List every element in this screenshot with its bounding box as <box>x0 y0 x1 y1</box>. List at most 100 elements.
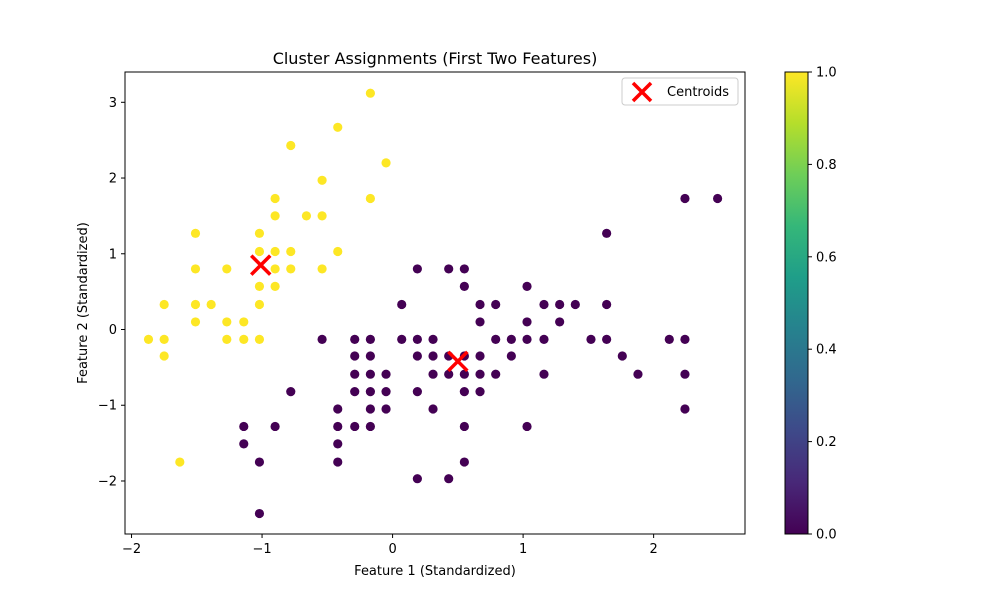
data-point-cluster-1 <box>222 317 232 327</box>
data-point-cluster-0 <box>602 299 612 310</box>
data-point-cluster-0 <box>539 334 549 344</box>
data-point-cluster-1 <box>317 211 327 221</box>
data-point-cluster-0 <box>365 334 375 344</box>
points-layer <box>143 88 723 519</box>
data-point-cluster-0 <box>680 369 690 379</box>
data-point-cluster-0 <box>491 369 501 379</box>
data-point-cluster-0 <box>365 421 375 432</box>
data-point-cluster-0 <box>459 281 469 291</box>
colorbar-tick-label: 0.6 <box>816 250 837 265</box>
data-point-cluster-1 <box>301 211 312 221</box>
x-axis-ticks: −2 −1 0 1 2 <box>122 534 658 557</box>
data-point-cluster-0 <box>412 387 422 397</box>
data-point-cluster-0 <box>350 387 360 397</box>
data-point-cluster-1 <box>239 334 249 344</box>
data-point-cluster-0 <box>333 439 343 449</box>
data-point-cluster-0 <box>444 474 454 484</box>
data-point-cluster-0 <box>522 421 532 432</box>
data-point-cluster-0 <box>522 334 532 344</box>
y-tick-label: −2 <box>98 474 117 489</box>
data-point-cluster-0 <box>350 351 360 361</box>
data-point-cluster-0 <box>664 334 674 344</box>
data-point-cluster-1 <box>254 334 265 344</box>
data-point-cluster-1 <box>254 299 265 310</box>
data-point-cluster-0 <box>317 334 327 344</box>
data-point-cluster-0 <box>412 264 422 274</box>
data-point-cluster-0 <box>365 351 375 361</box>
data-point-cluster-1 <box>365 193 375 204</box>
data-point-cluster-0 <box>570 299 580 310</box>
data-point-cluster-0 <box>412 351 422 361</box>
colorbar-gradient <box>784 71 809 535</box>
data-point-cluster-1 <box>286 246 296 257</box>
data-point-cluster-0 <box>254 457 265 467</box>
data-point-cluster-0 <box>444 369 454 379</box>
data-point-cluster-0 <box>680 404 690 414</box>
data-point-cluster-1 <box>381 158 391 168</box>
y-tick-label: −1 <box>98 399 117 414</box>
data-point-cluster-0 <box>522 317 532 327</box>
data-point-cluster-0 <box>333 404 343 414</box>
plot-area <box>124 71 746 535</box>
y-tick-label: 0 <box>109 323 117 338</box>
data-point-cluster-0 <box>539 369 549 379</box>
data-point-cluster-1 <box>143 334 154 344</box>
data-point-cluster-0 <box>381 387 391 397</box>
data-point-cluster-1 <box>270 246 280 257</box>
data-point-cluster-1 <box>159 334 169 344</box>
centroids-layer <box>250 254 469 373</box>
centroid-marker <box>447 350 469 373</box>
colorbar: 0.0 0.2 0.4 0.6 0.8 1.0 <box>784 66 837 543</box>
data-point-cluster-0 <box>365 369 375 379</box>
data-point-cluster-0 <box>712 193 723 204</box>
y-axis-ticks: −2 −1 0 1 2 3 <box>98 96 125 489</box>
data-point-cluster-0 <box>602 334 612 344</box>
data-point-cluster-0 <box>475 369 485 379</box>
data-point-cluster-0 <box>617 351 627 361</box>
data-point-cluster-0 <box>333 457 343 467</box>
data-point-cluster-0 <box>459 457 469 467</box>
data-point-cluster-0 <box>239 439 249 449</box>
data-point-cluster-0 <box>333 421 343 432</box>
data-point-cluster-1 <box>206 299 216 310</box>
data-point-cluster-0 <box>397 334 407 344</box>
data-point-cluster-0 <box>412 474 422 484</box>
data-point-cluster-0 <box>350 421 360 432</box>
data-point-cluster-0 <box>459 264 469 274</box>
centroid-marker <box>250 254 272 276</box>
colorbar-tick-label: 0.4 <box>816 343 837 358</box>
x-tick-label: 1 <box>519 542 527 557</box>
data-point-cluster-0 <box>270 421 280 432</box>
data-point-cluster-0 <box>586 334 596 344</box>
data-point-cluster-0 <box>365 387 375 397</box>
y-tick-label: 3 <box>109 96 117 111</box>
data-point-cluster-1 <box>190 317 201 327</box>
y-tick-label: 2 <box>109 172 117 187</box>
data-point-cluster-1 <box>254 246 265 257</box>
data-point-cluster-1 <box>286 264 296 274</box>
data-point-cluster-1 <box>333 246 343 257</box>
data-point-cluster-1 <box>333 122 343 132</box>
data-point-cluster-0 <box>286 387 296 397</box>
data-point-cluster-0 <box>365 404 375 414</box>
colorbar-ticks: 0.0 0.2 0.4 0.6 0.8 1.0 <box>808 66 837 543</box>
data-point-cluster-0 <box>254 508 265 519</box>
data-point-cluster-0 <box>428 351 438 361</box>
data-point-cluster-0 <box>412 334 422 344</box>
data-point-cluster-0 <box>555 317 565 327</box>
data-point-cluster-1 <box>317 175 327 185</box>
data-point-cluster-0 <box>522 281 532 291</box>
data-point-cluster-0 <box>491 334 501 344</box>
x-axis-label: Feature 1 (Standardized) <box>354 564 516 579</box>
data-point-cluster-0 <box>491 299 501 310</box>
data-point-cluster-1 <box>175 457 185 467</box>
data-point-cluster-0 <box>381 404 391 414</box>
data-point-cluster-0 <box>459 421 469 432</box>
colorbar-tick-label: 1.0 <box>816 66 837 81</box>
x-tick-label: 2 <box>649 542 657 557</box>
data-point-cluster-0 <box>539 299 549 310</box>
colorbar-tick-label: 0.2 <box>816 435 837 450</box>
data-point-cluster-0 <box>350 334 360 344</box>
data-point-cluster-1 <box>190 264 201 274</box>
